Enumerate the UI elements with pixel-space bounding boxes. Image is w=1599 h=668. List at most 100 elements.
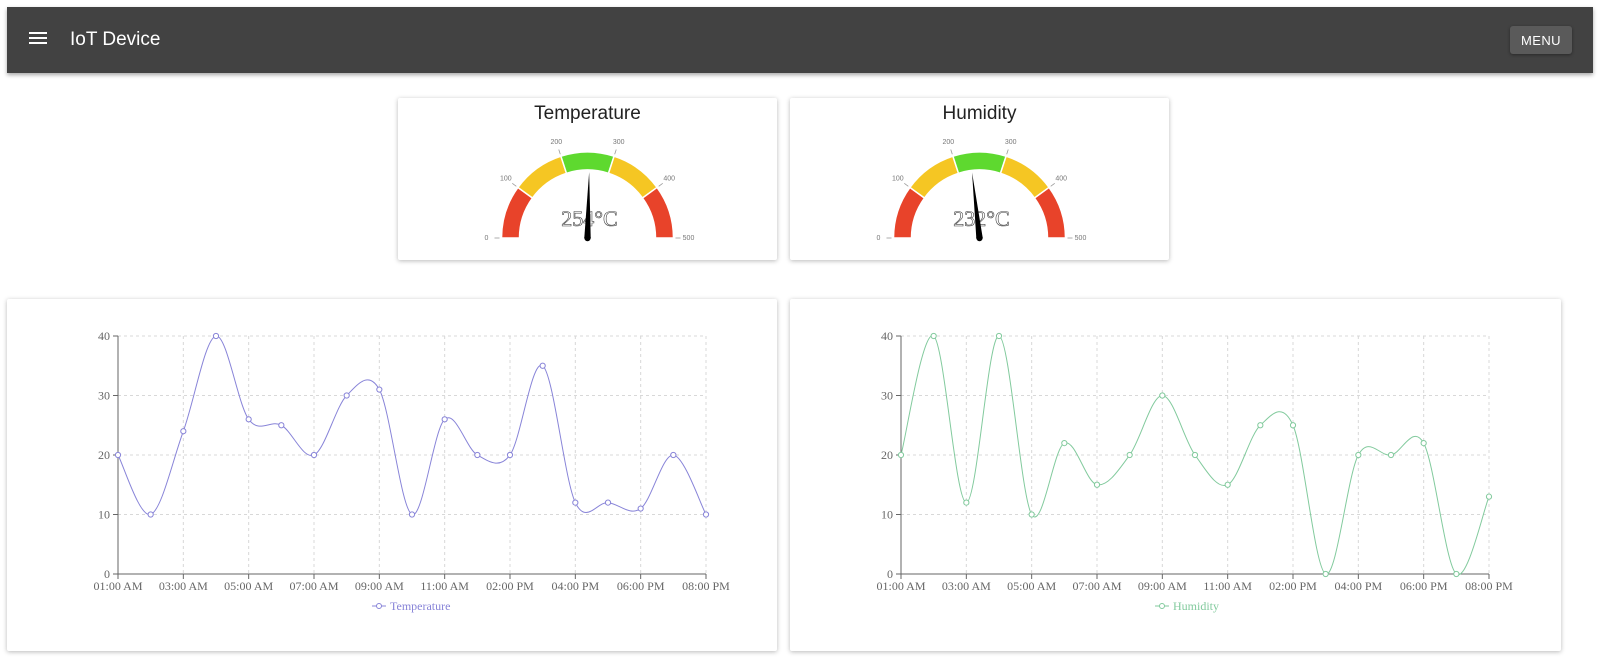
x-tick-label: 07:00 AM (289, 579, 338, 593)
gauge-tick (658, 183, 663, 187)
y-tick-label: 30 (881, 389, 893, 403)
data-point (1420, 440, 1427, 447)
gauge-tick-label: 500 (683, 235, 695, 242)
x-tick-label: 05:00 AM (224, 579, 273, 593)
y-tick-label: 0 (104, 567, 110, 581)
gauge-tick-label: 400 (663, 176, 675, 183)
data-point (212, 332, 220, 340)
y-tick-label: 10 (881, 508, 893, 522)
gauge-tick-label: 500 (1075, 235, 1087, 242)
x-tick-label: 09:00 AM (355, 579, 404, 593)
x-tick-label: 07:00 AM (1072, 579, 1121, 593)
temperature-gauge-card: 0100200300400500254°C Temperature (398, 98, 777, 260)
legend-label: Temperature (390, 599, 450, 613)
x-tick-label: 05:00 AM (1007, 579, 1056, 593)
gauge-tick-label: 200 (550, 139, 562, 146)
gauge-band (559, 151, 616, 175)
gauge-tick-label: 400 (1055, 176, 1067, 183)
x-tick-label: 11:00 AM (420, 579, 469, 593)
y-tick-label: 30 (98, 389, 110, 403)
legend-marker (1159, 603, 1165, 609)
temperature-chart-card: 0 10 20 30 40 01:00 AM 03:00 AM 05:00 AM 07:00 A… (7, 299, 777, 651)
data-point (572, 499, 579, 506)
x-tick-label: 01:00 AM (93, 579, 142, 593)
gauge-band (951, 151, 1008, 175)
data-point (1453, 570, 1460, 578)
data-point (637, 505, 644, 512)
data-point (343, 392, 350, 399)
gauge-band (908, 155, 960, 200)
data-point (930, 332, 937, 340)
y-tick-label: 40 (98, 329, 110, 343)
gauge-tick (614, 149, 617, 155)
y-tick-label: 20 (881, 448, 893, 462)
data-point (180, 428, 187, 435)
data-point (1485, 493, 1493, 500)
gauge-needle (972, 172, 983, 239)
gauge-band (641, 186, 675, 239)
data-point (474, 451, 481, 459)
data-point (1061, 440, 1068, 447)
legend-marker (376, 603, 382, 609)
data-point (1126, 451, 1133, 459)
hamburger-icon[interactable] (29, 31, 47, 45)
data-point (604, 499, 612, 506)
gauge-tick-label: 300 (613, 139, 625, 146)
data-point (1387, 451, 1395, 459)
data-point (147, 511, 154, 518)
gauge-tick (1006, 149, 1009, 155)
data-point (963, 499, 970, 506)
gauge-title: Temperature (534, 103, 641, 124)
series-line (117, 335, 707, 516)
x-tick-label: 11:00 AM (1203, 579, 1252, 593)
x-tick-label: 03:00 AM (942, 579, 991, 593)
legend-label: Humidity (1173, 599, 1219, 613)
x-tick-label: 01:00 AM (876, 579, 925, 593)
x-tick-label: 04:00 PM (1334, 579, 1382, 593)
gauge-band (607, 155, 659, 200)
temperature-gauge: 0100200300400500254°C (485, 139, 695, 242)
gauge-tick-label: 300 (1005, 139, 1017, 146)
x-tick-label: 06:00 PM (617, 579, 665, 593)
x-tick-label: 08:00 PM (682, 579, 730, 593)
data-point (1355, 451, 1362, 459)
humidity-line-chart: 0 10 20 30 40 01:00 AM 03:00 AM 05:00 AM 07:00 A… (876, 329, 1513, 613)
gauge-tick-label: 0 (877, 235, 881, 242)
data-point (408, 511, 416, 518)
temperature-line-chart: 0 10 20 30 40 01:00 AM 03:00 AM 05:00 AM 07:00 A… (93, 329, 730, 613)
data-point (1191, 451, 1199, 459)
gauge-needle-hub (584, 234, 591, 242)
gauge-tick-label: 0 (485, 235, 489, 242)
x-tick-label: 03:00 AM (159, 579, 208, 593)
y-tick-label: 10 (98, 508, 110, 522)
data-point (1093, 481, 1101, 488)
gauge-title: Humidity (942, 103, 1017, 124)
gauge-tick-label: 100 (892, 176, 904, 183)
app-title: IoT Device (70, 29, 161, 50)
data-point (310, 451, 318, 459)
data-point (376, 386, 383, 393)
app-bar: IoT Device MENU (7, 7, 1593, 73)
gauge-tick (904, 183, 909, 187)
humidity-gauge: 0 100 200 300 400 500 232°C (877, 139, 1087, 242)
data-point (114, 451, 122, 459)
x-tick-label: 02:00 PM (486, 579, 534, 593)
gauge-tick (558, 149, 561, 155)
data-point (670, 451, 677, 459)
y-tick-label: 40 (881, 329, 893, 343)
data-point (506, 451, 514, 459)
gauge-band (999, 155, 1051, 200)
gauge-tick-label: 100 (500, 176, 512, 183)
data-point (1289, 422, 1297, 429)
x-tick-label: 09:00 AM (1138, 579, 1187, 593)
data-point (278, 422, 285, 429)
gauge-value-text: 232°C (953, 206, 1009, 231)
x-tick-label: 08:00 PM (1465, 579, 1513, 593)
gauge-needle (584, 172, 591, 239)
data-point (1322, 570, 1329, 578)
gauge-band (1033, 186, 1067, 239)
gauge-tick (950, 149, 953, 155)
menu-button[interactable]: MENU (1510, 26, 1572, 54)
data-point (995, 332, 1003, 340)
humidity-gauge-card: 0 100 200 300 400 500 232°C Humidity (790, 98, 1169, 260)
